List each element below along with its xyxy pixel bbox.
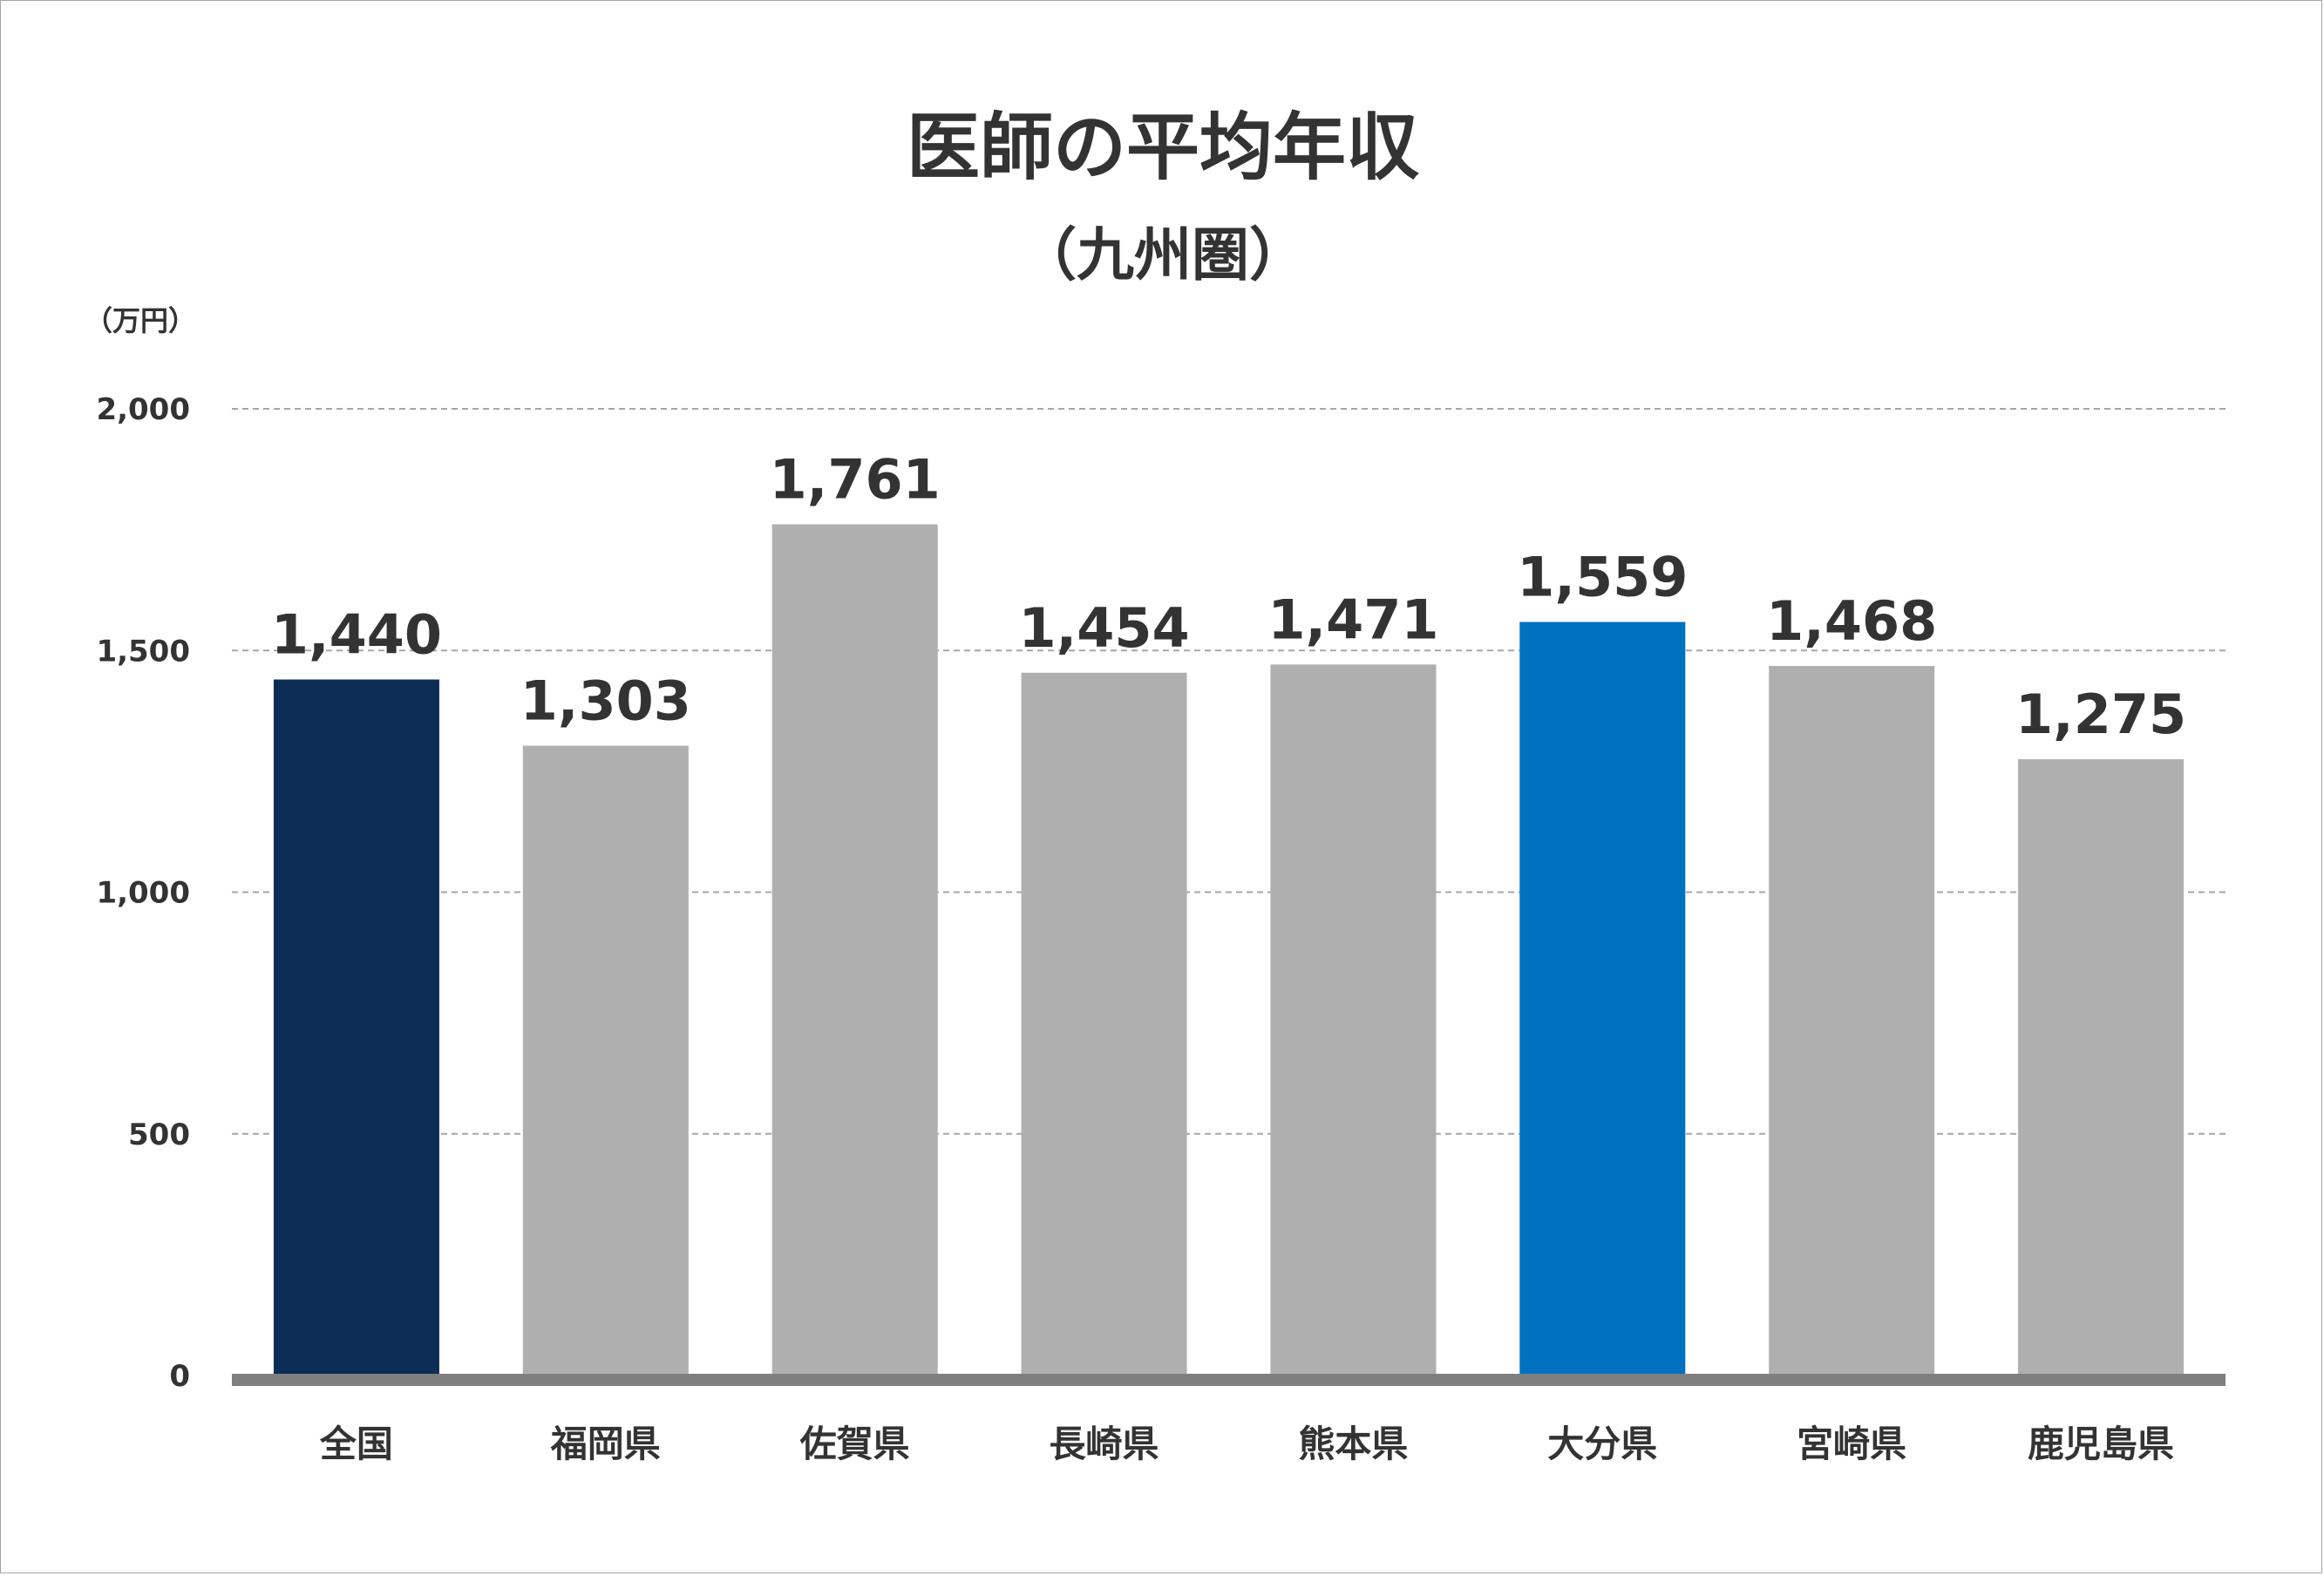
- data-label: 1,454: [1019, 596, 1190, 660]
- x-axis-baseline: [232, 1374, 2225, 1386]
- data-label: 1,559: [1517, 546, 1688, 609]
- y-axis-ticks: 0 500 1,000 1,500 2,000: [96, 392, 190, 1394]
- chart-title: 医師の平均年収: [907, 105, 1419, 190]
- data-labels: 1,440 1,303 1,761 1,454 1,471 1,559 1,468 1,275: [271, 448, 2186, 746]
- x-tick-label: 熊本県: [1298, 1423, 1408, 1465]
- bar: [1769, 665, 1935, 1376]
- y-axis-unit-label: （万円）: [85, 304, 196, 337]
- data-label: 1,440: [271, 603, 442, 667]
- x-tick-label: 宮崎県: [1797, 1423, 1906, 1465]
- x-tick-label: 大分県: [1547, 1423, 1657, 1465]
- x-axis-categories: 全国 福岡県 佐賀県 長崎県 熊本県 大分県 宮崎県 鹿児島県: [319, 1423, 2174, 1465]
- bar: [1270, 664, 1437, 1376]
- y-tick-label: 1,000: [96, 876, 190, 911]
- y-tick-label: 0: [169, 1359, 190, 1394]
- gridlines: [232, 408, 2225, 1135]
- bar: [2018, 759, 2185, 1376]
- x-tick-label: 佐賀県: [799, 1423, 910, 1465]
- data-label: 1,275: [2015, 683, 2186, 746]
- bar: [273, 679, 439, 1376]
- bar: [522, 745, 689, 1376]
- bar: [1519, 622, 1686, 1376]
- x-tick-label: 長崎県: [1050, 1423, 1159, 1465]
- bars: [273, 524, 2185, 1376]
- y-tick-label: 2,000: [96, 392, 190, 427]
- y-tick-label: 500: [128, 1117, 190, 1152]
- data-label: 1,468: [1766, 589, 1937, 653]
- bar: [1021, 672, 1187, 1376]
- x-tick-label: 福岡県: [550, 1423, 661, 1465]
- chart-subtitle: （九州圏）: [1019, 221, 1307, 289]
- data-label: 1,761: [770, 448, 941, 512]
- x-tick-label: 鹿児島県: [2028, 1423, 2174, 1465]
- x-tick-label: 全国: [319, 1423, 393, 1465]
- bar: [771, 524, 938, 1376]
- data-label: 1,471: [1267, 588, 1438, 651]
- y-tick-label: 1,500: [96, 634, 190, 669]
- data-label: 1,303: [520, 669, 691, 732]
